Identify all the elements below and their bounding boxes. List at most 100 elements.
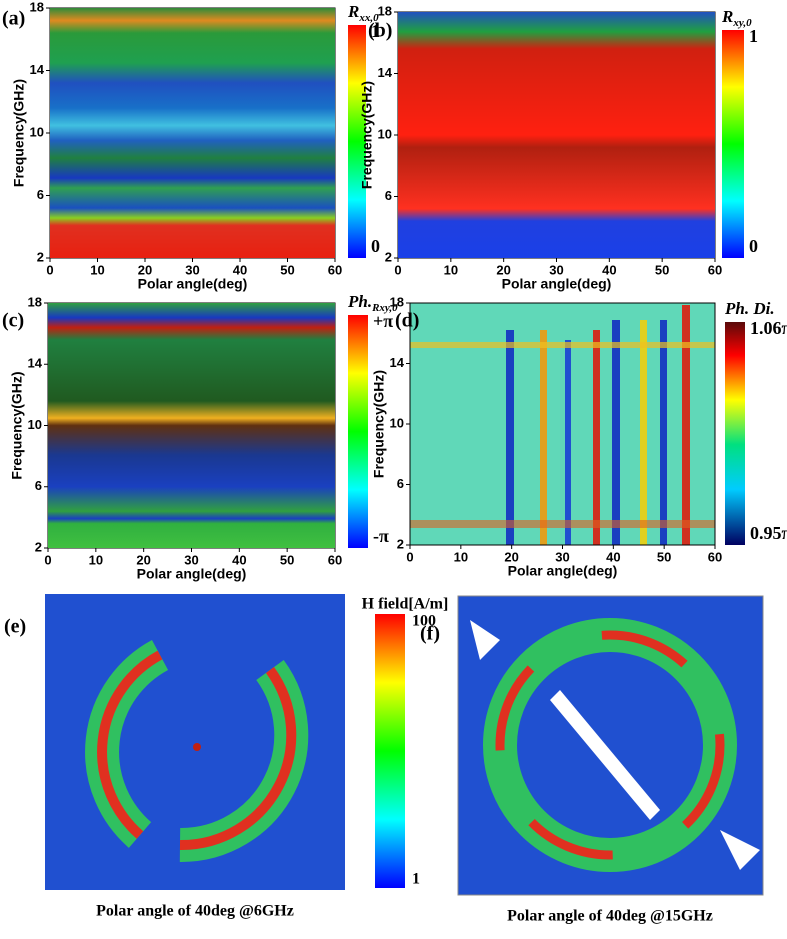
panel-d-stripes	[410, 303, 715, 545]
x-tick-label: 50	[657, 549, 671, 564]
y-axis-label: Frequency(GHz)	[371, 370, 387, 478]
x-tick-label: 0	[44, 552, 51, 567]
y-tick-label: 18	[378, 3, 392, 18]
colorbar-title-main: Ph.	[347, 292, 372, 311]
colorbar-min: -π	[373, 526, 389, 546]
field-colorbar-min: 1	[412, 871, 420, 888]
colorbar-title: Ph. Di.	[724, 299, 775, 318]
field-colorbar-max: 100	[412, 613, 436, 630]
colorbar-max: 1	[749, 26, 758, 46]
y-tick-label: 10	[28, 417, 42, 432]
caption: Polar angle of 40deg @15GHz	[507, 908, 713, 925]
x-tick-label: 0	[406, 549, 413, 564]
colorbar-min: 0.95π	[750, 523, 787, 543]
x-axis-label: Polar angle(deg)	[137, 566, 247, 582]
x-tick-label: 40	[602, 262, 616, 277]
field-map-f	[457, 595, 764, 896]
x-tick-label: 60	[708, 549, 722, 564]
colorbar	[722, 30, 744, 258]
caption: Polar angle of 40deg @6GHz	[96, 903, 294, 920]
field-map-e	[45, 594, 345, 890]
y-tick-label: 18	[28, 294, 42, 309]
colorbar-max: 1	[371, 21, 380, 41]
x-tick-label: 20	[504, 549, 518, 564]
y-tick-label: 6	[385, 188, 392, 203]
y-tick-label: 2	[37, 249, 44, 264]
x-axis-label: Polar angle(deg)	[502, 276, 612, 292]
y-axis-label: Frequency(GHz)	[359, 81, 375, 189]
y-tick-label: 10	[390, 415, 404, 430]
panel-label: (d)	[395, 310, 419, 332]
x-axis-label: Polar angle(deg)	[138, 276, 248, 292]
x-tick-label: 30	[185, 262, 199, 277]
colorbar-title-sub: xy,0	[732, 17, 752, 29]
y-tick-label: 6	[397, 476, 404, 491]
y-tick-label: 6	[35, 478, 42, 493]
colorbar-title-sub: Rxy,0	[371, 302, 398, 314]
y-tick-label: 10	[30, 124, 44, 139]
y-axis-label: Frequency(GHz)	[11, 79, 27, 187]
x-tick-label: 30	[184, 552, 198, 567]
x-tick-label: 60	[328, 552, 342, 567]
x-tick-label: 30	[555, 549, 569, 564]
x-tick-label: 10	[444, 262, 458, 277]
colorbar-max: 1.06π	[750, 318, 787, 338]
y-tick-label: 6	[37, 187, 44, 202]
y-axis-label: Frequency(GHz)	[9, 371, 25, 479]
field-colorbar	[375, 614, 405, 888]
x-tick-label: 30	[549, 262, 563, 277]
x-tick-label: 10	[89, 552, 103, 567]
heatmap	[50, 8, 335, 258]
x-tick-label: 60	[328, 262, 342, 277]
y-tick-label: 10	[378, 126, 392, 141]
x-tick-label: 50	[280, 262, 294, 277]
field-colorbar-title: H field[A/m]	[362, 596, 449, 613]
x-tick-label: 10	[454, 549, 468, 564]
colorbar-min: 0	[749, 236, 758, 256]
x-axis-label: Polar angle(deg)	[508, 563, 618, 579]
colorbar-title: Rxy,0	[721, 7, 752, 29]
x-tick-label: 20	[496, 262, 510, 277]
colorbar-title-main: R	[347, 2, 359, 21]
panel-label: (b)	[368, 20, 392, 42]
colorbar-title-main: R	[721, 7, 733, 26]
x-tick-label: 50	[655, 262, 669, 277]
colorbar	[348, 25, 366, 258]
y-tick-label: 14	[390, 355, 405, 370]
colorbar-title: Ph.Rxy,0	[347, 292, 398, 314]
x-tick-label: 40	[232, 552, 246, 567]
colorbar	[725, 322, 745, 545]
y-tick-label: 2	[385, 249, 392, 264]
x-tick-label: 60	[708, 262, 722, 277]
panel-label: (a)	[2, 8, 25, 30]
heatmap	[398, 12, 715, 258]
colorbar-title-sub: xx,0	[358, 12, 379, 24]
x-tick-label: 10	[90, 262, 104, 277]
y-tick-label: 14	[28, 356, 43, 371]
colorbar-title-main: Ph. Di.	[724, 299, 775, 318]
y-tick-label: 2	[35, 539, 42, 554]
y-tick-label: 18	[390, 294, 404, 309]
panel-label: (f)	[420, 623, 440, 645]
colorbar-max: +π	[373, 311, 393, 331]
colorbar	[348, 315, 368, 548]
x-tick-label: 40	[606, 549, 620, 564]
y-tick-label: 14	[378, 65, 393, 80]
x-tick-label: 20	[138, 262, 152, 277]
x-tick-label: 0	[394, 262, 401, 277]
colorbar-min: 0	[371, 236, 380, 256]
y-tick-label: 14	[30, 62, 45, 77]
x-tick-label: 50	[280, 552, 294, 567]
x-tick-label: 0	[46, 262, 53, 277]
y-tick-label: 2	[397, 536, 404, 551]
x-tick-label: 20	[136, 552, 150, 567]
x-tick-label: 40	[233, 262, 247, 277]
heatmap	[48, 303, 335, 548]
panels	[48, 8, 715, 548]
panel-label: (e)	[4, 616, 26, 638]
panel-label: (c)	[2, 310, 24, 332]
colorbar-title: Rxx,0	[347, 2, 379, 24]
y-tick-label: 18	[30, 0, 44, 14]
